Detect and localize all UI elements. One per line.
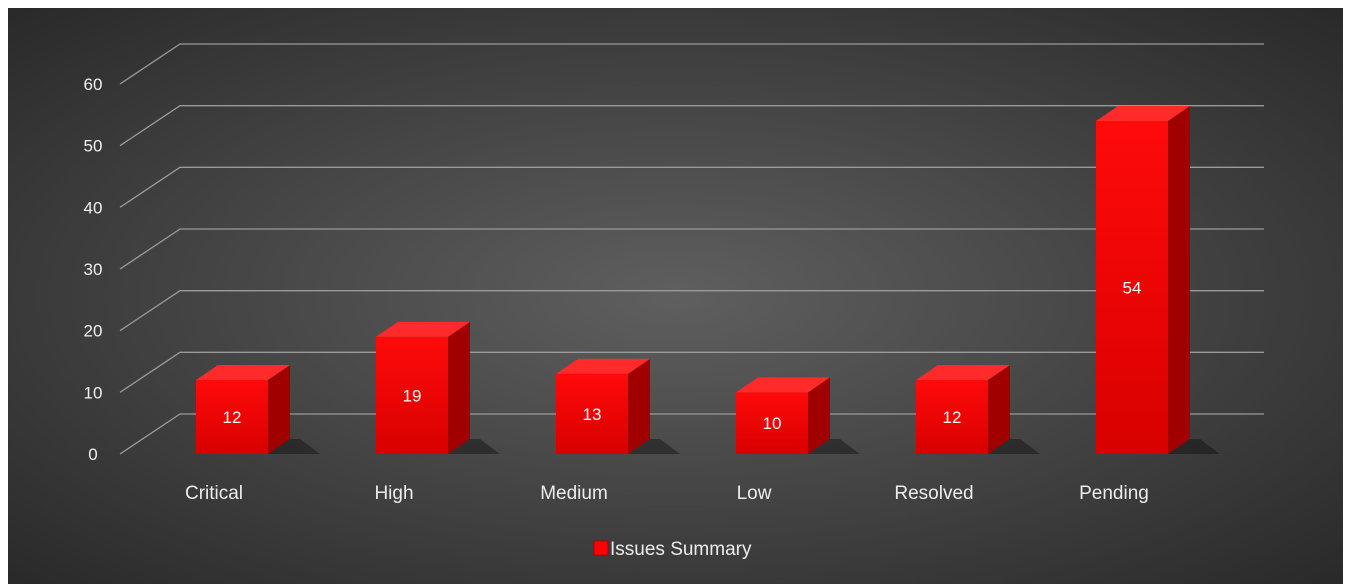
data-label: 12 bbox=[943, 408, 962, 427]
bar-top bbox=[556, 358, 650, 374]
bar-top bbox=[196, 365, 290, 380]
bar-high: 19 bbox=[376, 321, 500, 454]
x-category-label: Medium bbox=[540, 483, 608, 504]
y-tick-label: 30 bbox=[84, 260, 103, 279]
x-axis-categories: Critical High Medium Low Resolved Pending bbox=[185, 483, 1149, 504]
bar-top bbox=[916, 365, 1010, 380]
y-tick-label: 50 bbox=[84, 137, 103, 156]
gridline bbox=[119, 43, 1264, 85]
bar-side bbox=[1168, 106, 1190, 454]
y-tick-label: 20 bbox=[84, 322, 103, 341]
x-category-label: High bbox=[374, 483, 413, 504]
gridline bbox=[119, 290, 1264, 332]
bar-front bbox=[736, 392, 808, 454]
gridline bbox=[119, 166, 1264, 208]
x-category-label: Resolved bbox=[894, 483, 973, 504]
gridline bbox=[119, 413, 1264, 455]
y-tick-label: 60 bbox=[84, 75, 103, 94]
bar-critical: 12 bbox=[196, 365, 320, 454]
x-category-label: Critical bbox=[185, 483, 243, 504]
legend-swatch bbox=[593, 540, 609, 556]
bar-side bbox=[448, 321, 470, 454]
bar-front bbox=[556, 373, 628, 454]
legend: Issues Summary bbox=[593, 539, 752, 560]
gridline bbox=[119, 228, 1264, 270]
data-label: 54 bbox=[1123, 279, 1142, 298]
x-category-label: Low bbox=[737, 483, 772, 504]
y-tick-label: 40 bbox=[84, 198, 103, 217]
bar-side bbox=[808, 377, 830, 454]
bar-low: 10 bbox=[736, 377, 860, 454]
y-tick-label: 0 bbox=[88, 445, 97, 464]
bar-side bbox=[988, 365, 1010, 454]
legend-label: Issues Summary bbox=[610, 539, 752, 560]
bar-top bbox=[1096, 106, 1190, 121]
y-axis-ticks: 0 10 20 30 40 50 60 bbox=[84, 75, 103, 464]
data-label: 12 bbox=[223, 408, 242, 427]
gridlines bbox=[119, 43, 1264, 455]
gridline bbox=[119, 351, 1264, 393]
gridline bbox=[119, 105, 1264, 147]
bars: 12 19 13 10 12 54 bbox=[196, 106, 1220, 454]
data-label: 10 bbox=[763, 414, 782, 433]
bar-front bbox=[196, 380, 268, 454]
issues-chart: 0 10 20 30 40 50 60 12 19 13 10 12 54 Critical High M… bbox=[8, 8, 1343, 584]
bar-pending: 54 bbox=[1096, 106, 1220, 454]
bar-medium: 13 bbox=[556, 358, 680, 454]
bar-side bbox=[268, 365, 290, 454]
bar-side bbox=[628, 358, 650, 454]
x-category-label: Pending bbox=[1079, 483, 1149, 504]
data-label: 13 bbox=[583, 405, 602, 424]
bar-front bbox=[916, 380, 988, 454]
data-label: 19 bbox=[403, 386, 422, 405]
bar-resolved: 12 bbox=[916, 365, 1040, 454]
bar-top bbox=[736, 377, 830, 393]
chart-area: 0 10 20 30 40 50 60 12 19 13 10 12 54 Critical High M… bbox=[8, 8, 1343, 584]
bar-front bbox=[1096, 121, 1168, 454]
y-tick-label: 10 bbox=[84, 383, 103, 402]
bar-front bbox=[376, 336, 448, 454]
bar-top bbox=[376, 321, 470, 337]
